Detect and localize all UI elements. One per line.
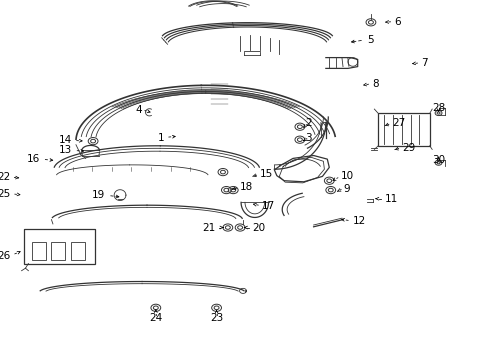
Text: 17: 17 bbox=[262, 201, 275, 211]
Text: 12: 12 bbox=[353, 216, 366, 226]
Text: 16: 16 bbox=[27, 154, 40, 164]
Text: 27: 27 bbox=[392, 118, 405, 128]
Text: 25: 25 bbox=[0, 189, 11, 199]
Text: 28: 28 bbox=[432, 103, 445, 113]
Text: 14: 14 bbox=[59, 135, 73, 145]
Text: 26: 26 bbox=[0, 251, 11, 261]
Bar bbox=[24, 229, 95, 264]
Text: 4: 4 bbox=[135, 105, 142, 115]
Text: 20: 20 bbox=[252, 222, 266, 233]
Text: 2: 2 bbox=[305, 118, 312, 128]
Text: 8: 8 bbox=[372, 78, 379, 89]
Text: 6: 6 bbox=[394, 17, 401, 27]
Text: 22: 22 bbox=[0, 172, 11, 182]
Text: 9: 9 bbox=[343, 184, 350, 194]
Text: 21: 21 bbox=[202, 222, 216, 233]
Bar bbox=[378, 113, 430, 146]
Text: 11: 11 bbox=[385, 194, 398, 204]
Bar bbox=[32, 242, 46, 260]
Text: 15: 15 bbox=[260, 169, 273, 179]
Bar bbox=[51, 242, 65, 260]
Text: 18: 18 bbox=[240, 182, 253, 192]
Text: 10: 10 bbox=[341, 171, 354, 181]
Text: 19: 19 bbox=[92, 190, 105, 200]
Bar bbox=[71, 242, 85, 260]
Text: 30: 30 bbox=[432, 155, 445, 165]
Text: 3: 3 bbox=[305, 132, 312, 143]
Text: 5: 5 bbox=[368, 35, 374, 45]
Text: 24: 24 bbox=[149, 312, 163, 323]
Text: 23: 23 bbox=[210, 312, 223, 323]
Text: 13: 13 bbox=[59, 145, 73, 156]
Text: 7: 7 bbox=[421, 58, 428, 68]
Text: 1: 1 bbox=[157, 132, 164, 143]
Text: 29: 29 bbox=[402, 143, 415, 153]
